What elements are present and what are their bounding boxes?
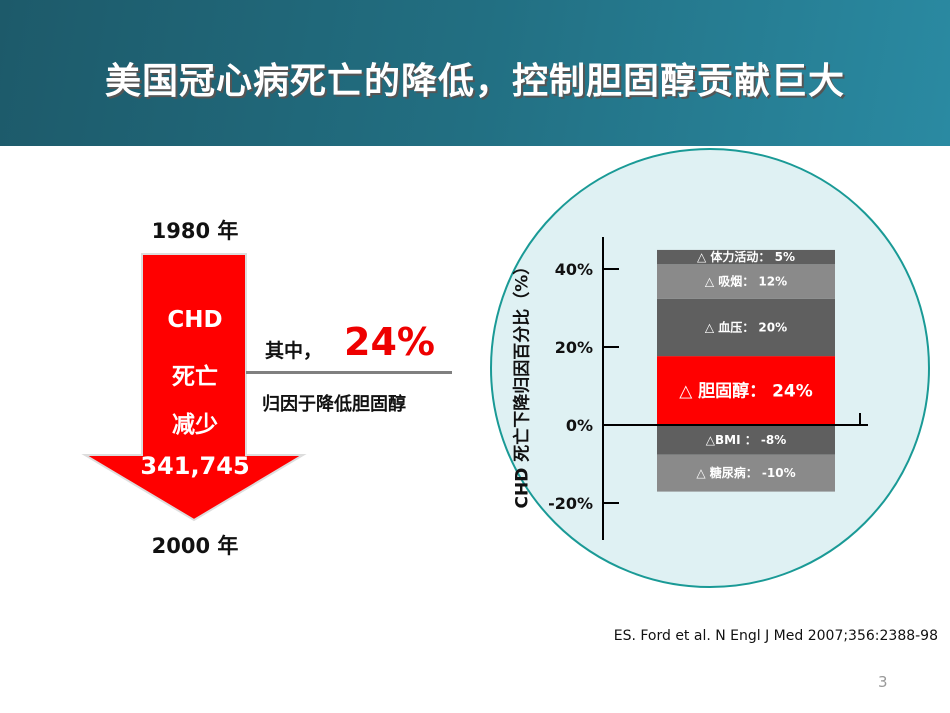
arrow-label-decrease: 减少 (172, 412, 218, 438)
bar-segment (657, 249, 835, 265)
segment-label: △ 吸烟： 12% (705, 275, 787, 289)
segment-label: △ 胆固醇： 24% (679, 381, 813, 402)
bar-segment (657, 454, 835, 492)
segment-label: △ 糖尿病： -10% (696, 465, 795, 480)
connector-line (246, 371, 452, 374)
bar-segment (657, 264, 835, 299)
reference-citation: ES. Ford et al. N Engl J Med 2007;356:23… (613, 628, 938, 644)
slide-title: 美国冠心病死亡的降低，控制胆固醇贡献巨大 (104, 61, 845, 102)
y-tick-label: 20% (555, 338, 593, 357)
year-end: 2000 年 (151, 534, 239, 558)
bar-segment (657, 425, 835, 455)
year-start: 1980 年 (151, 219, 239, 243)
down-arrow (81, 253, 307, 522)
callout-caption: 归因于降低胆固醇 (262, 394, 406, 415)
y-tick-label: 0% (566, 416, 593, 435)
y-tick-label: -20% (548, 494, 593, 513)
segment-label: △BMI ： -8% (706, 433, 787, 447)
segment-label: △ 体力活动： 5% (697, 249, 795, 264)
arrow-label-chd: CHD (167, 307, 223, 333)
callout-value: 24% (344, 320, 435, 364)
callout-prefix: 其中， (265, 340, 323, 362)
bar-segment (657, 298, 835, 357)
arrow-label-death: 死亡 (172, 364, 218, 390)
chart-circle (490, 148, 930, 588)
arrow-value: 341,745 (140, 452, 250, 480)
page-number: 3 (878, 673, 888, 691)
title-banner (0, 0, 950, 146)
bar-segment (657, 356, 835, 425)
y-tick-label: 40% (555, 260, 593, 279)
segment-label: △ 血压： 20% (705, 319, 787, 334)
